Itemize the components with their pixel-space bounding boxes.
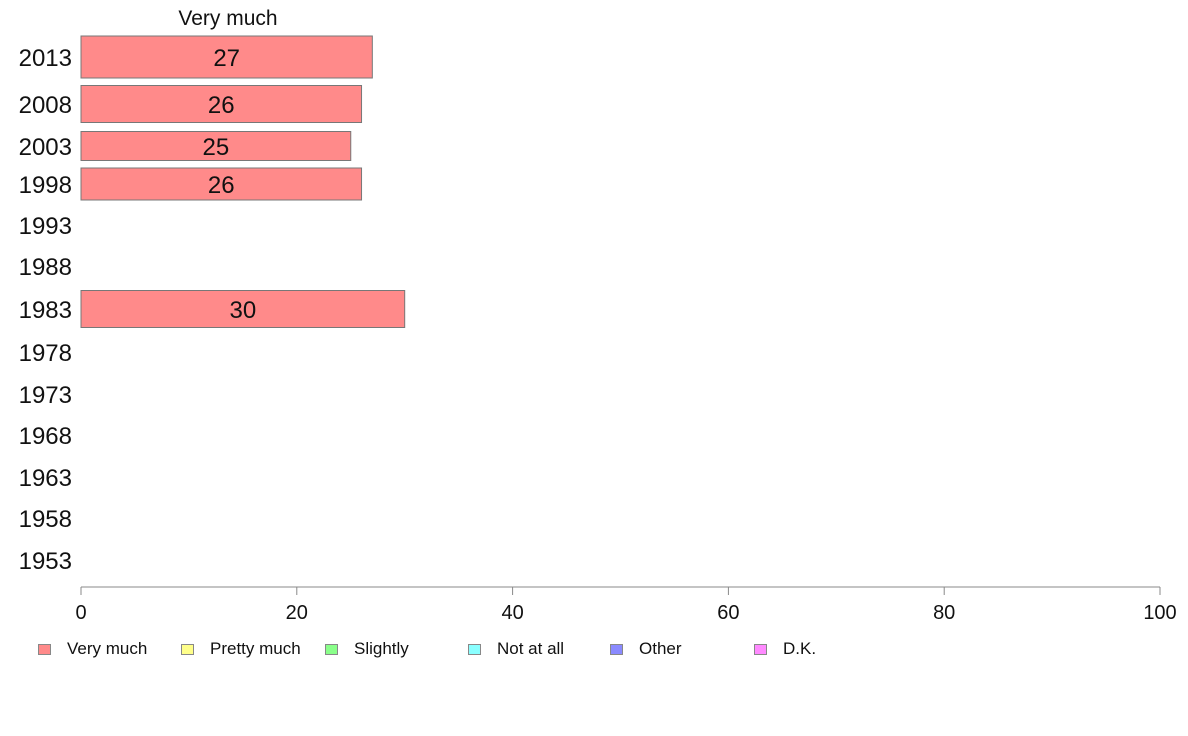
year-label: 1983 [19, 297, 72, 324]
legend-swatch [325, 643, 338, 655]
legend-swatch [610, 643, 623, 655]
bar [80, 167, 363, 201]
year-label: 1998 [19, 172, 72, 199]
legend-swatch [468, 643, 481, 655]
bar [80, 131, 352, 161]
bar [80, 85, 363, 123]
x-tick-label: 100 [1143, 602, 1176, 624]
legend-item: Slightly [325, 639, 409, 659]
x-tick-label: 0 [75, 602, 86, 624]
legend-label: Pretty much [210, 639, 301, 658]
legend-swatch [181, 643, 194, 655]
year-label: 1993 [19, 213, 72, 240]
year-label: 2013 [19, 45, 72, 72]
year-label: 1968 [19, 423, 72, 450]
bar-value-label: 25 [203, 134, 230, 161]
bar-value-label: 27 [213, 45, 240, 72]
legend-item: Not at all [468, 639, 564, 659]
bar [80, 290, 406, 328]
bar-value-label: 30 [229, 297, 256, 324]
legend-label: D.K. [783, 639, 817, 658]
year-label: 2003 [19, 134, 72, 161]
legend-item: Very much [38, 639, 147, 659]
year-label: 1988 [19, 254, 72, 281]
bar-value-label: 26 [208, 172, 235, 199]
legend: Very much Pretty much Slightly Not at all Ot… [38, 639, 1138, 663]
x-tick-label: 80 [933, 602, 955, 624]
year-label: 1963 [19, 465, 72, 492]
legend-label: Very much [67, 639, 148, 658]
chart-title: Very much [178, 7, 277, 30]
legend-item: Pretty much [181, 639, 301, 659]
legend-item: Other [610, 639, 682, 659]
bar [80, 35, 373, 79]
legend-label: Slightly [354, 639, 409, 658]
legend-label: Other [639, 639, 682, 658]
year-label: 1958 [19, 506, 72, 533]
legend-item: D.K. [754, 639, 816, 659]
year-label: 1978 [19, 340, 72, 367]
legend-swatch [754, 643, 767, 655]
year-label: 1973 [19, 382, 72, 409]
legend-label: Not at all [497, 639, 565, 658]
x-tick-label: 60 [717, 602, 739, 624]
year-label: 1953 [19, 548, 72, 575]
x-tick-label: 20 [286, 602, 308, 624]
bar-value-label: 26 [208, 92, 235, 119]
year-label: 2008 [19, 92, 72, 119]
legend-swatch [38, 643, 51, 655]
x-tick-label: 40 [501, 602, 523, 624]
